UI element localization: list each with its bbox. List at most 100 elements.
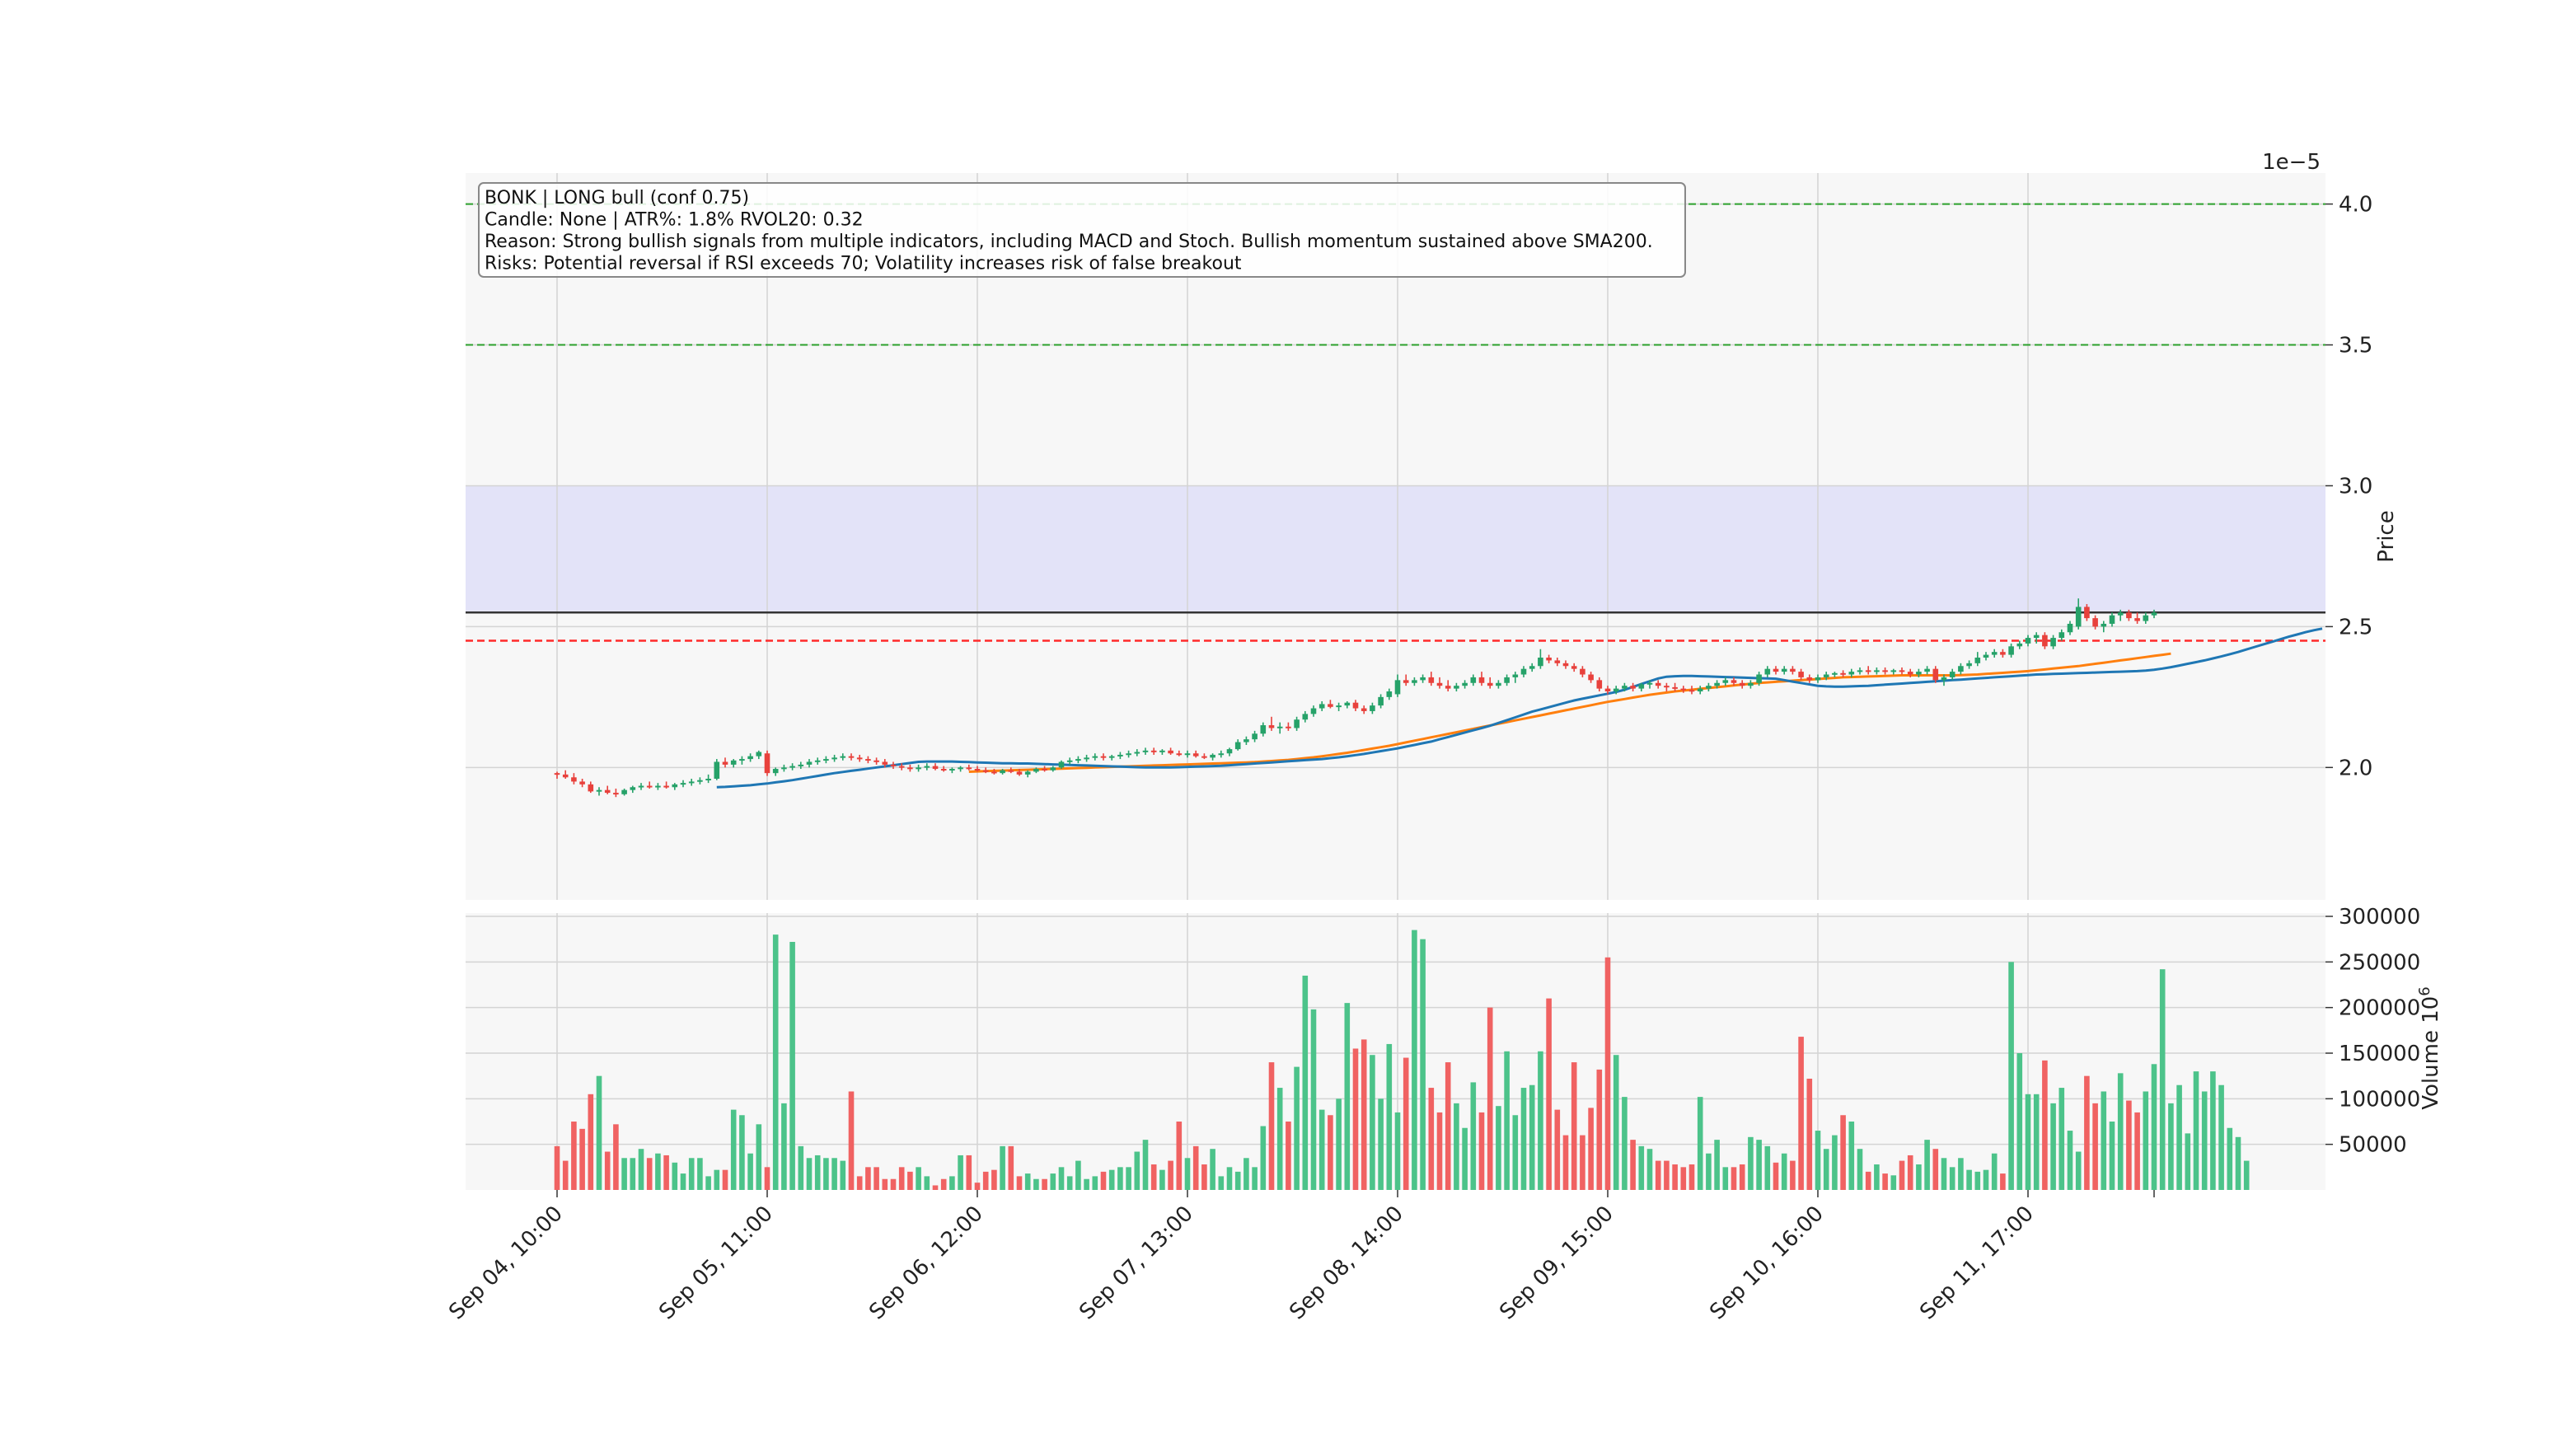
candle-body bbox=[1470, 677, 1477, 683]
candle-down bbox=[1042, 766, 1047, 772]
candle-down bbox=[940, 766, 947, 772]
candle-body bbox=[1781, 668, 1787, 672]
candle-down bbox=[1840, 670, 1846, 677]
candle-body bbox=[1798, 672, 1804, 677]
candle-body bbox=[588, 784, 594, 792]
volume-bar bbox=[1108, 1169, 1115, 1190]
volume-bar bbox=[974, 1183, 981, 1190]
candle-body bbox=[1142, 750, 1149, 752]
candle-down bbox=[1192, 750, 1199, 758]
candle-body bbox=[823, 759, 829, 761]
candle-body bbox=[621, 789, 627, 794]
volume-bar bbox=[1244, 1158, 1249, 1190]
candle-body bbox=[1697, 688, 1703, 692]
candle-down bbox=[1664, 682, 1670, 692]
price-axis-offset-label: 1e−5 bbox=[2262, 150, 2321, 175]
volume-bar bbox=[1974, 1171, 1981, 1190]
price-tick-label: 2.0 bbox=[2339, 756, 2372, 780]
candle-body bbox=[1302, 714, 1309, 720]
candle-body bbox=[1731, 680, 1737, 683]
candle-body bbox=[672, 784, 678, 788]
volume-bar bbox=[1655, 1160, 1661, 1190]
volume-bar bbox=[1352, 1048, 1359, 1190]
candle-down bbox=[2126, 609, 2132, 621]
candle-down bbox=[982, 767, 989, 774]
candle-body bbox=[1538, 658, 1543, 667]
volume-bar bbox=[856, 1176, 863, 1190]
candle-up bbox=[1058, 760, 1065, 770]
candle-body bbox=[1823, 674, 1829, 677]
candle-body bbox=[1436, 682, 1443, 686]
candle-body bbox=[1748, 682, 1754, 686]
candle-up bbox=[1991, 649, 1998, 658]
volume-bar bbox=[1470, 1082, 1477, 1190]
volume-bar bbox=[1588, 1108, 1594, 1190]
volume-bar bbox=[1672, 1164, 1678, 1190]
volume-axis-title: Volume 106 bbox=[2416, 986, 2443, 1110]
volume-bar bbox=[1302, 975, 1309, 1190]
annotation-frame bbox=[478, 182, 1686, 278]
candle-body bbox=[1336, 705, 1342, 708]
volume-bar bbox=[924, 1176, 930, 1190]
price-tick-label: 3.5 bbox=[2339, 334, 2372, 358]
candle-body bbox=[1403, 680, 1409, 683]
candle-body bbox=[1100, 756, 1107, 758]
volume-bar bbox=[1454, 1103, 1459, 1190]
candle-up bbox=[1394, 674, 1401, 697]
volume-bar bbox=[2075, 1151, 2082, 1190]
candle-body bbox=[613, 793, 619, 795]
volume-bar bbox=[1680, 1167, 1687, 1190]
candle-body bbox=[596, 789, 602, 792]
candle-body bbox=[890, 764, 897, 766]
volume-bar bbox=[1370, 1055, 1375, 1190]
candle-down bbox=[2134, 612, 2140, 624]
volume-bar bbox=[907, 1171, 913, 1190]
candle-body bbox=[958, 767, 963, 770]
volume-bar bbox=[1806, 1078, 1813, 1190]
candle-body bbox=[1016, 771, 1023, 775]
candle-down bbox=[1790, 666, 1796, 675]
candle-up bbox=[2101, 621, 2107, 633]
price-panel bbox=[466, 173, 2325, 900]
volume-bar bbox=[2025, 1094, 2031, 1190]
candle-down bbox=[1655, 680, 1661, 689]
volume-bar bbox=[1571, 1062, 1577, 1190]
candle-body bbox=[730, 760, 737, 765]
candle-body bbox=[1244, 739, 1249, 742]
candle-body bbox=[562, 774, 569, 778]
candle-body bbox=[1672, 686, 1678, 689]
candle-body bbox=[848, 756, 855, 758]
volume-bar bbox=[1832, 1135, 1838, 1190]
volume-bar bbox=[1412, 930, 1417, 1190]
candle-body bbox=[756, 752, 762, 756]
volume-bar bbox=[823, 1158, 829, 1190]
time-tick-label: Sep 08, 14:00 bbox=[1285, 1201, 1408, 1325]
candle-up bbox=[1210, 753, 1215, 761]
volume-bar bbox=[1781, 1153, 1787, 1190]
candle-down bbox=[1562, 660, 1569, 669]
volume-bar bbox=[739, 1115, 745, 1190]
volume-bar bbox=[1882, 1173, 1888, 1190]
candle-up bbox=[655, 783, 661, 790]
candle-body bbox=[1646, 682, 1653, 685]
candle-down bbox=[1268, 716, 1275, 731]
candle-up bbox=[1420, 674, 1426, 683]
volume-bar bbox=[1512, 1115, 1519, 1190]
volume-bar bbox=[1016, 1176, 1023, 1190]
volume-bar bbox=[2168, 1103, 2174, 1190]
volume-bar bbox=[1756, 1140, 1762, 1190]
candle-down bbox=[646, 781, 653, 789]
candle-up bbox=[823, 756, 829, 764]
candle-body bbox=[1370, 705, 1375, 711]
candle-body bbox=[1806, 677, 1813, 681]
candle-body bbox=[1916, 672, 1922, 675]
candle-body bbox=[1260, 725, 1267, 734]
candle-up bbox=[831, 754, 837, 762]
volume-bar bbox=[2033, 1094, 2040, 1190]
volume-bar bbox=[2201, 1091, 2208, 1190]
volume-bar bbox=[1445, 1062, 1451, 1190]
volume-bar bbox=[2143, 1091, 2149, 1190]
volume-bar bbox=[1546, 998, 1552, 1190]
volume-bar bbox=[873, 1167, 879, 1190]
candle-up bbox=[1529, 663, 1535, 672]
